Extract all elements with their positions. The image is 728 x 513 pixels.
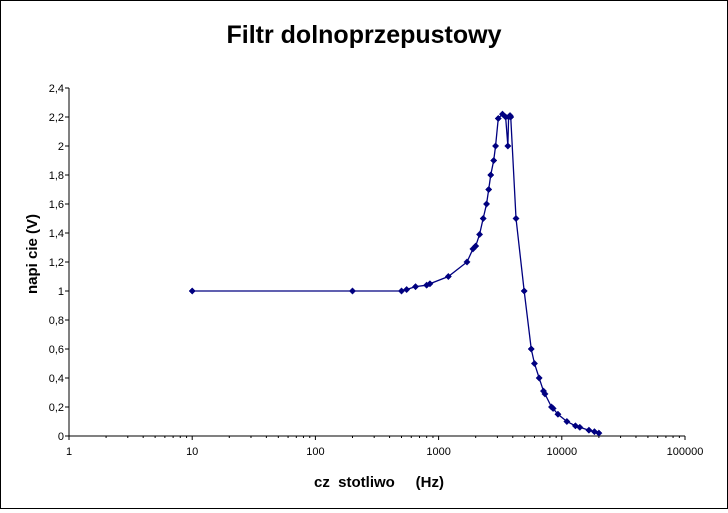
- data-point: [444, 272, 452, 281]
- data-point: [541, 390, 549, 398]
- y-tick-label: 0: [58, 431, 64, 443]
- y-tick-label: 0,6: [49, 344, 64, 356]
- data-point: [472, 242, 480, 250]
- data-point: [563, 417, 571, 426]
- data-point: [479, 214, 487, 223]
- y-tick-label: 0,2: [49, 402, 64, 414]
- data-point: [348, 287, 357, 295]
- data-point: [549, 404, 557, 413]
- y-tick-label: 0,4: [49, 373, 64, 385]
- x-tick-label: 10000: [547, 446, 578, 458]
- x-tick-label: 100: [306, 446, 324, 458]
- data-point: [504, 142, 512, 150]
- y-tick-label: 1: [58, 286, 64, 298]
- x-tick-label: 1000: [426, 446, 450, 458]
- data-point: [585, 426, 593, 434]
- data-point: [403, 285, 411, 294]
- data-point: [487, 171, 495, 179]
- x-axis-label: cz stotliwo (Hz): [314, 474, 444, 491]
- y-tick-label: 2: [58, 141, 64, 153]
- data-point: [463, 258, 471, 266]
- chart-title: Filtr dolnoprzepustowy: [227, 21, 502, 49]
- data-point: [576, 423, 584, 431]
- y-tick-label: 2,2: [49, 112, 64, 124]
- data-point: [554, 410, 562, 418]
- data-point: [188, 287, 196, 295]
- data-point: [494, 114, 502, 123]
- x-tick-label: 10: [186, 446, 198, 458]
- data-point: [527, 345, 535, 353]
- y-tick-label: 1,6: [49, 199, 64, 211]
- data-point: [595, 429, 603, 437]
- y-axis-label: napi cie (V): [24, 214, 41, 294]
- data-point: [492, 142, 500, 150]
- y-tick-label: 1,8: [49, 170, 64, 182]
- y-tick-label: 0,8: [49, 315, 64, 327]
- data-point: [507, 113, 515, 121]
- data-point: [590, 428, 598, 436]
- x-tick-label: 1: [66, 446, 72, 458]
- y-tick-label: 1,4: [49, 228, 64, 240]
- data-point: [485, 185, 493, 194]
- data-point: [520, 287, 528, 295]
- data-point: [476, 230, 484, 239]
- series-line: [192, 113, 600, 434]
- data-point: [426, 280, 434, 288]
- y-tick-label: 1,2: [49, 257, 64, 269]
- x-tick-label: 100000: [667, 446, 704, 458]
- data-point: [490, 156, 498, 165]
- data-point: [535, 374, 543, 382]
- data-point: [397, 287, 406, 295]
- data-point: [482, 200, 491, 208]
- data-point: [411, 283, 420, 291]
- data-point: [530, 359, 539, 368]
- y-tick-label: 2,4: [49, 83, 64, 95]
- data-point: [512, 214, 520, 223]
